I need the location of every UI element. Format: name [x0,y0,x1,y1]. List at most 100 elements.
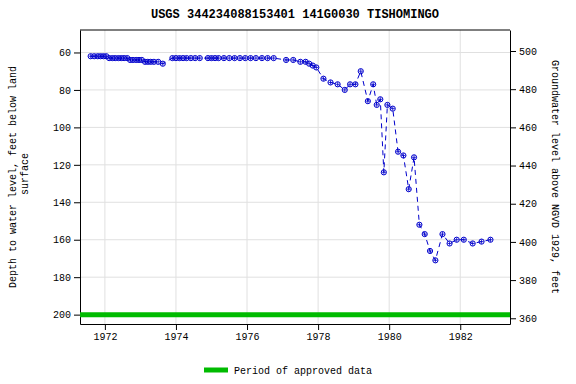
marker [265,55,270,60]
tick-label: 1980 [378,332,402,343]
marker [479,239,484,244]
marker [221,55,226,60]
legend-label: Period of approved data [234,366,372,377]
marker-cross [335,82,339,86]
marker-cross [454,238,458,242]
grid-line [80,89,510,90]
marker-cross [314,65,318,69]
tick-label: 1982 [449,332,473,343]
tick-label: 440 [519,161,537,172]
marker [298,59,303,64]
tick-mark [74,277,80,278]
marker [243,55,248,60]
tick: 1974 [164,324,188,343]
tick-label: 120 [53,161,71,172]
marker [411,155,416,160]
tick-mark [510,127,516,128]
marker-cross [366,99,370,103]
marker-cross [343,88,347,92]
x-axis: 197219741976197819801982 [81,324,511,343]
marker [371,82,376,87]
marker-cross [470,241,474,245]
marker [321,76,326,81]
grid-line [80,127,510,128]
y2-axis: 360380400420440460480500 [510,31,537,325]
tick-mark [74,52,80,53]
tick-mark [74,165,80,166]
tick-label: 1974 [164,332,188,343]
tick-mark [247,324,248,330]
grid-line [80,52,510,53]
tick-label: 420 [519,199,537,210]
marker [427,248,432,253]
tick-label: 400 [519,238,537,249]
tick-mark [510,89,516,90]
marker-cross [428,249,432,253]
legend-swatch [204,368,228,373]
marker-cross [440,232,444,236]
marker [197,55,202,60]
marker-cross [447,241,451,245]
marker-cross [298,60,302,64]
grid-line [460,30,461,324]
tick: 460 [510,123,537,134]
marker [216,55,221,60]
tick: 400 [510,238,537,249]
tick: 100 [53,123,80,134]
y2-axis-label: Groundwater level above NGVD 1929, feet [549,60,560,294]
marker [374,102,379,107]
grid-line [175,30,176,324]
grid-line [80,239,510,240]
marker-cross [328,80,332,84]
tick-label: 480 [519,85,537,96]
marker-cross [216,56,220,60]
marker-cross [271,56,275,60]
marker-cross [248,56,252,60]
marker-cross [412,155,416,159]
marker [365,99,370,104]
marker-cross [222,56,226,60]
tick: 160 [53,235,80,246]
tick: 60 [59,48,80,59]
tick-mark [389,324,390,330]
legend: Period of approved data [204,366,372,377]
tick-label: 200 [53,310,71,321]
tick-mark [510,280,516,281]
frame [80,30,510,31]
tick-label: 360 [519,314,537,325]
marker-cross [382,170,386,174]
marker [232,55,237,60]
tick-label: 100 [53,123,71,134]
tick-mark [510,242,516,243]
marker [253,55,258,60]
marker-cross [359,69,363,73]
tick-mark [510,51,516,52]
marker [358,69,363,74]
tick-label: 140 [53,198,71,209]
tick: 380 [510,276,537,287]
marker-cross [462,238,466,242]
tick: 80 [59,86,80,97]
tick-mark [74,315,80,316]
grid-line [80,277,510,278]
chart: 1972197419761978198019826080100120140160… [0,0,576,384]
tick: 1978 [307,324,331,343]
marker [342,87,347,92]
marker-cross [198,56,202,60]
marker [160,61,165,66]
marker-cross [375,103,379,107]
tick-mark [105,324,106,330]
tick-label: 460 [519,123,537,134]
marker-cross [378,97,382,101]
tick-label: 180 [53,273,71,284]
marker [237,55,242,60]
tick: 140 [53,198,80,209]
marker-cross [265,56,269,60]
tick-mark [74,127,80,128]
grid-line [247,30,248,324]
marker-cross [371,82,375,86]
tick-label: 160 [53,235,71,246]
marker [454,237,459,242]
tick-mark [74,202,80,203]
grid-line [389,30,390,324]
